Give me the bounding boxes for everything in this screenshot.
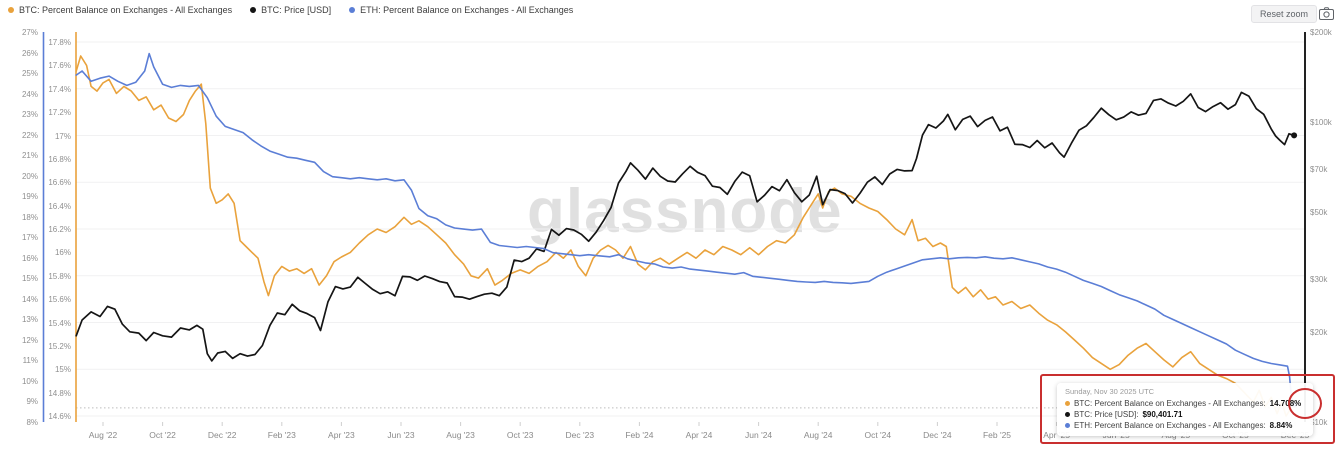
tooltip-row-label: BTC: Percent Balance on Exchanges - All … (1074, 399, 1266, 408)
x-axis-tick-label: Jun '23 (387, 430, 415, 440)
eth-axis-tick-label: 14% (21, 294, 38, 304)
btc-percent-axis-tick-label: 16.2% (48, 225, 71, 234)
legend-dot-icon (349, 7, 356, 13)
eth-axis-tick-label: 21% (21, 151, 38, 161)
btc-percent-axis-tick-label: 14.6% (48, 412, 71, 421)
eth-axis-tick-label: 15% (21, 274, 38, 284)
series-line-1 (75, 91, 1295, 362)
btc-percent-axis-tick-label: 17.6% (48, 61, 71, 71)
price-axis-tick-label: $200k (1310, 28, 1332, 37)
eth-axis-tick-label: 10% (21, 376, 38, 386)
hover-tooltip: Sunday, Nov 30 2025 UTC BTC: Percent Bal… (1057, 383, 1313, 436)
price-axis-tick-label: $10k (1310, 418, 1328, 428)
x-axis-tick-label: Feb '24 (625, 430, 654, 440)
eth-axis-tick-label: 16% (21, 253, 38, 263)
eth-axis-tick-label: 13% (21, 315, 38, 325)
eth-axis-tick-label: 27% (21, 28, 38, 37)
tooltip-row-0: BTC: Percent Balance on Exchanges - All … (1065, 398, 1305, 409)
eth-axis-tick-label: 12% (21, 335, 38, 345)
tooltip-row-2: ETH: Percent Balance on Exchanges - All … (1065, 420, 1305, 431)
x-axis-tick-label: Oct '23 (506, 430, 534, 440)
x-axis-tick-label: Aug '23 (446, 430, 475, 440)
btc-percent-axis-tick-label: 14.8% (48, 388, 71, 398)
tooltip-row-label: ETH: Percent Balance on Exchanges - All … (1074, 421, 1266, 430)
x-axis-tick-label: Jun '24 (745, 430, 773, 440)
eth-axis-tick-label: 11% (22, 356, 38, 366)
x-axis-tick-label: Apr '23 (328, 430, 355, 440)
legend-item-1[interactable]: BTC: Price [USD] (250, 5, 331, 15)
btc-percent-axis-tick-label: 15.8% (48, 271, 71, 281)
eth-axis-tick-label: 19% (21, 192, 38, 202)
tooltip-row-value: 14.708% (1269, 399, 1302, 408)
legend-label: ETH: Percent Balance on Exchanges - All … (360, 5, 574, 15)
price-axis-tick-label: $50k (1310, 208, 1328, 218)
btc-percent-axis-tick-label: 17.8% (48, 38, 71, 47)
x-axis-tick-label: Oct '22 (149, 430, 176, 440)
eth-axis-tick-label: 8% (26, 417, 38, 427)
btc-percent-axis-tick-label: 15.4% (48, 318, 71, 328)
price-axis-tick-label: $20k (1310, 327, 1328, 337)
btc-percent-axis-tick-label: 17% (54, 131, 71, 141)
btc-percent-axis-tick-label: 16.4% (48, 201, 71, 211)
tooltip-row-value: 8.84% (1269, 421, 1293, 430)
legend-item-0[interactable]: BTC: Percent Balance on Exchanges - All … (8, 5, 232, 15)
legend-item-2[interactable]: ETH: Percent Balance on Exchanges - All … (349, 5, 573, 15)
x-axis-tick-label: Apr '25 (1043, 430, 1070, 440)
tooltip-row-label: BTC: Price [USD]: (1074, 410, 1139, 419)
price-axis-tick-label: $100k (1310, 118, 1332, 128)
x-axis-tick-label: Apr '24 (685, 430, 713, 440)
btc-percent-axis-tick-label: 17.2% (48, 108, 71, 118)
series-line-0 (75, 55, 1295, 417)
x-axis-tick-label: Dec '23 (565, 430, 595, 440)
eth-axis-tick-label: 17% (21, 233, 38, 243)
camera-icon (1319, 6, 1334, 20)
x-axis-tick-label: Feb '23 (267, 430, 296, 440)
btc-percent-axis-tick-label: 15.2% (48, 341, 71, 351)
x-axis-tick-label: Feb '25 (982, 430, 1012, 440)
tooltip-row-1: BTC: Price [USD]: $90,401.71 (1065, 409, 1305, 420)
x-axis-tick-label: Dec '24 (923, 430, 952, 440)
btc-percent-axis-tick-label: 15% (54, 365, 71, 375)
btc-percent-axis-tick-label: 16.8% (48, 154, 71, 164)
btc-percent-axis-tick-label: 16% (54, 248, 71, 258)
eth-axis-tick-label: 25% (21, 69, 38, 79)
x-axis-tick-label: Dec '22 (207, 430, 237, 440)
glassnode-watermark: glassnode (527, 177, 843, 246)
legend-label: BTC: Price [USD] (261, 5, 332, 15)
btc-percent-axis-tick-label: 17.4% (48, 84, 71, 94)
series-line-2 (75, 52, 1295, 406)
btc-percent-axis-tick-label: 16.6% (48, 178, 71, 188)
x-axis-tick-label: Aug '22 (88, 430, 118, 440)
eth-axis-tick-label: 18% (21, 212, 38, 222)
tooltip-series-dot-icon (1065, 412, 1070, 417)
eth-axis-tick-label: 23% (21, 110, 38, 120)
eth-axis-tick-label: 20% (21, 171, 38, 181)
tooltip-row-value: $90,401.71 (1142, 410, 1183, 419)
price-axis-tick-label: $70k (1310, 164, 1328, 174)
tooltip-date: Sunday, Nov 30 2025 UTC (1065, 387, 1155, 396)
eth-axis-tick-label: 22% (21, 130, 38, 140)
legend-dot-icon (8, 7, 14, 13)
legend-label: BTC: Percent Balance on Exchanges - All … (19, 5, 233, 15)
legend: BTC: Percent Balance on Exchanges - All … (8, 5, 573, 15)
x-axis-tick-label: Oct '24 (864, 430, 892, 440)
tooltip-series-dot-icon (1065, 401, 1070, 406)
eth-axis-tick-label: 24% (21, 89, 38, 99)
eth-axis-tick-label: 26% (21, 48, 38, 58)
btc-percent-axis-tick-label: 15.6% (48, 295, 71, 305)
eth-axis-tick-label: 9% (26, 397, 38, 407)
camera-button[interactable] (1318, 5, 1335, 21)
price-axis-tick-label: $30k (1310, 275, 1328, 284)
tooltip-series-dot-icon (1065, 423, 1070, 428)
tooltip-rows: BTC: Percent Balance on Exchanges - All … (1065, 398, 1305, 431)
series-end-dot-1 (1291, 132, 1298, 139)
x-axis-tick-label: Aug '24 (803, 430, 833, 440)
reset-zoom-button[interactable]: Reset zoom (1251, 5, 1318, 23)
legend-dot-icon (250, 7, 257, 13)
